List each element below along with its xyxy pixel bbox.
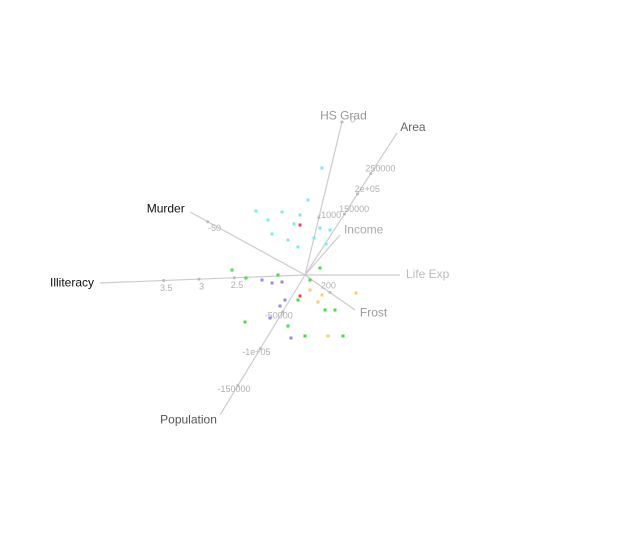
point xyxy=(318,226,322,230)
point xyxy=(286,238,290,242)
point xyxy=(308,278,312,282)
point xyxy=(326,334,330,338)
point xyxy=(292,222,296,226)
point xyxy=(289,336,293,340)
axis-tick xyxy=(197,277,201,281)
point xyxy=(303,334,307,338)
axis-tick xyxy=(342,212,346,216)
point xyxy=(296,245,300,249)
axis-line xyxy=(99,274,306,284)
axis-label: Area xyxy=(400,120,426,134)
axis-tick-label: -1000 xyxy=(318,210,341,220)
point xyxy=(278,304,282,308)
point xyxy=(298,223,302,227)
point xyxy=(306,198,310,202)
axis-tick xyxy=(317,216,321,220)
axis-label: Life Exp xyxy=(406,267,450,281)
point xyxy=(312,236,316,240)
point xyxy=(254,209,258,213)
point xyxy=(341,334,345,338)
axis-tick xyxy=(236,384,240,388)
axis-tick-label: -150000 xyxy=(218,384,251,394)
point xyxy=(354,291,358,295)
axis-tick xyxy=(232,276,236,280)
point xyxy=(296,298,300,302)
axis-tick-label: -50 xyxy=(208,223,221,233)
point xyxy=(286,324,290,328)
point xyxy=(280,280,284,284)
point xyxy=(316,300,320,304)
axis-label: Income xyxy=(344,223,384,237)
axis-tick-label: -50000 xyxy=(265,310,293,320)
axis-tick xyxy=(328,291,332,294)
axis-tick-label: -1e+05 xyxy=(242,347,270,357)
point xyxy=(318,266,322,270)
point xyxy=(324,242,328,246)
axis-tick-label: 3.5 xyxy=(160,283,173,293)
axis-label: HS Grad xyxy=(320,108,367,122)
axis-tick xyxy=(206,220,210,224)
point xyxy=(260,278,264,282)
axis-tick-label: 250000 xyxy=(365,164,395,174)
point xyxy=(328,228,332,232)
point xyxy=(283,298,287,302)
axis-line xyxy=(304,132,398,276)
axis-label: Population xyxy=(160,412,217,426)
point xyxy=(323,308,327,312)
axis-label: Murder xyxy=(147,201,185,215)
point xyxy=(333,308,337,312)
axis-tick-label: 0 xyxy=(350,114,355,124)
point xyxy=(243,320,247,324)
axis-tick xyxy=(162,279,166,283)
axis-tick-label: 200 xyxy=(321,280,336,290)
axis-line xyxy=(189,211,306,276)
axis-tick-label: 3 xyxy=(199,282,204,292)
point xyxy=(276,273,280,277)
axis-line xyxy=(304,234,341,276)
point xyxy=(230,268,234,272)
axis-tick xyxy=(281,310,285,314)
axis-tick-label: 2e+05 xyxy=(355,184,380,194)
point xyxy=(268,316,272,320)
point xyxy=(298,213,302,217)
point xyxy=(320,293,324,297)
axis-label: Illiteracy xyxy=(50,275,94,289)
axis-tick xyxy=(258,347,262,351)
point xyxy=(308,288,312,292)
axis-tick xyxy=(369,172,373,176)
point xyxy=(266,218,270,222)
axis-tick-label: 150000 xyxy=(339,204,369,214)
axis-line xyxy=(219,274,306,416)
axis-tick xyxy=(340,120,344,124)
axis-tick-label: 2.5 xyxy=(231,280,244,290)
axis-label: Frost xyxy=(360,306,388,320)
point xyxy=(298,294,302,298)
point xyxy=(280,210,284,214)
point xyxy=(320,166,324,170)
axis-tick xyxy=(356,192,360,196)
axis-line xyxy=(304,121,343,276)
point xyxy=(270,281,274,285)
point xyxy=(244,276,248,280)
point xyxy=(270,232,274,236)
